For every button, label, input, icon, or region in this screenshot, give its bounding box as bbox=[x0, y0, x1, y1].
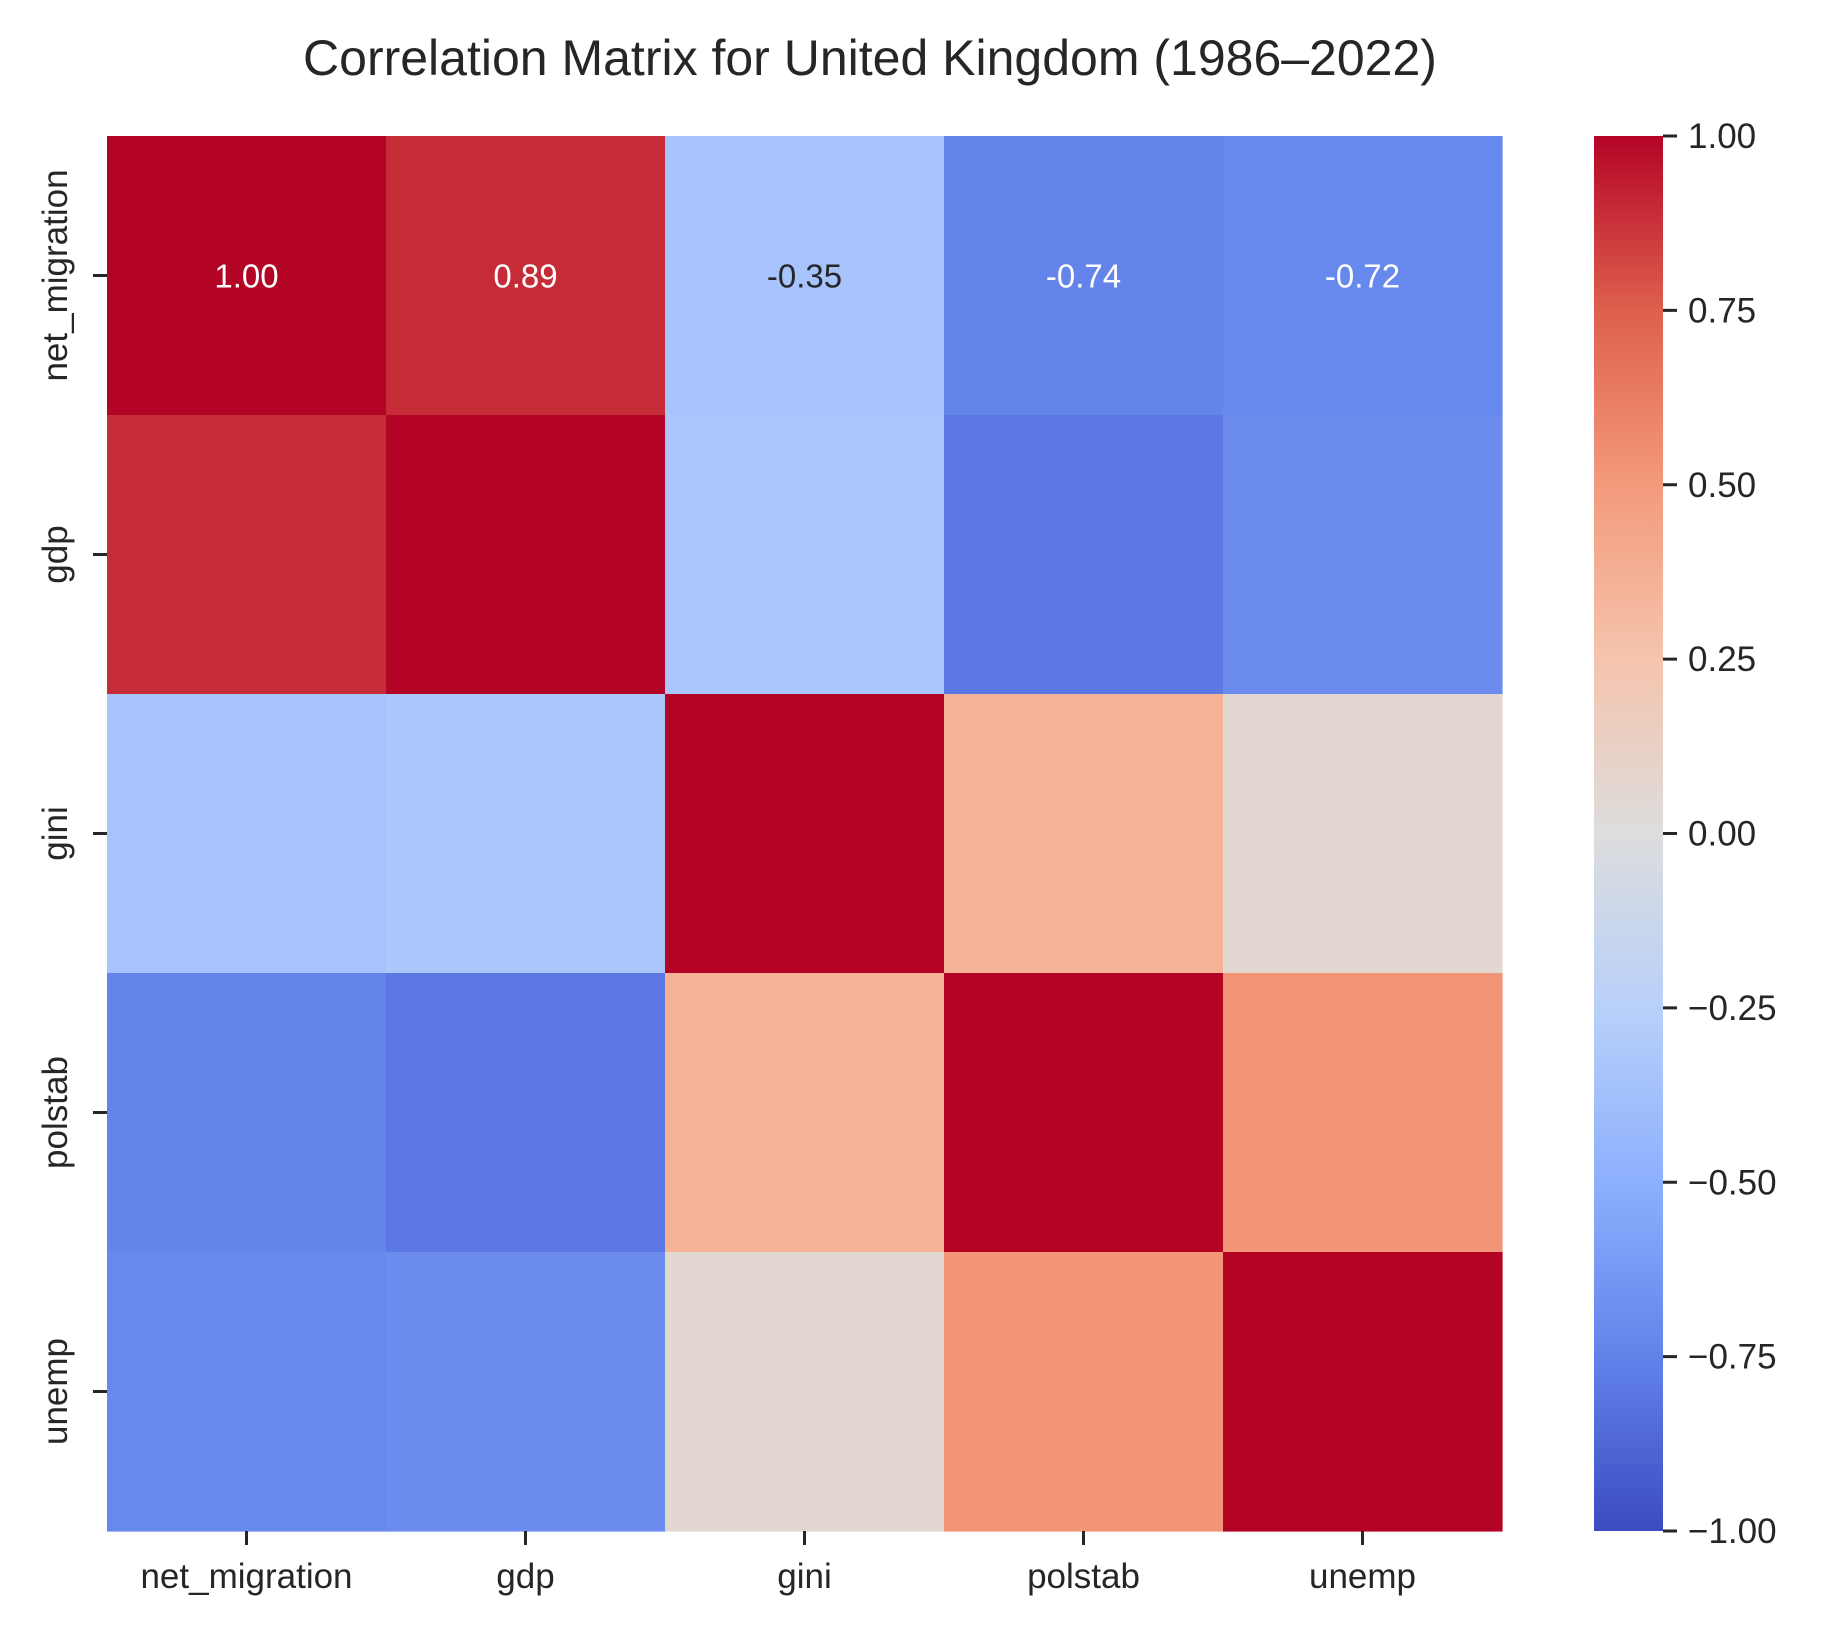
heatmap-cell-gdp-unemp bbox=[1223, 415, 1503, 695]
x-tick-label-1: gdp bbox=[496, 1557, 554, 1596]
heatmap-cell-polstab-net_migration bbox=[107, 973, 387, 1253]
y-tick-label-1: gdp bbox=[36, 525, 75, 583]
x-tick-label-0: net_migration bbox=[140, 1557, 352, 1596]
y-tick-label-3: polstab bbox=[36, 1056, 75, 1169]
heatmap-cell-gini-net_migration bbox=[107, 694, 387, 974]
heatmap-cell-polstab-gdp bbox=[386, 973, 666, 1253]
cell-annotation-1: 0.89 bbox=[493, 258, 557, 295]
heatmap-cell-gini-unemp bbox=[1223, 694, 1503, 974]
colorbar-tick-label-0: 1.00 bbox=[1688, 117, 1756, 156]
heatmap-cell-unemp-unemp bbox=[1223, 1252, 1503, 1532]
heatmap-cell-unemp-gini bbox=[665, 1252, 945, 1532]
heatmap-cell-unemp-net_migration bbox=[107, 1252, 387, 1532]
colorbar-tick-label-4: 0.00 bbox=[1688, 815, 1756, 854]
colorbar-tick-label-2: 0.50 bbox=[1688, 466, 1756, 505]
colorbar: 1.00 0.75 0.50 0.25 0.00 −0.25 −0.50 −0.75 −1.00 bbox=[1594, 117, 1777, 1551]
y-tick-label-4: unemp bbox=[36, 1338, 75, 1445]
colorbar-tick-label-5: −0.25 bbox=[1688, 989, 1777, 1028]
cell-annotation-0: 1.00 bbox=[214, 258, 278, 295]
x-tick-label-3: polstab bbox=[1027, 1557, 1140, 1596]
heatmap-cell-gdp-gdp bbox=[386, 415, 666, 695]
cell-annotation-2: -0.35 bbox=[767, 258, 842, 295]
heatmap-cell-polstab-gini bbox=[665, 973, 945, 1253]
x-axis: net_migration gdp gini polstab unemp bbox=[140, 1531, 1416, 1596]
heatmap-cell-unemp-polstab bbox=[944, 1252, 1224, 1532]
heatmap-cell-net_migration-unemp bbox=[1223, 136, 1503, 416]
cell-annotation-3: -0.74 bbox=[1046, 258, 1121, 295]
heatmap-cell-net_migration-gini bbox=[665, 136, 945, 416]
colorbar-gradient bbox=[1594, 136, 1663, 1531]
colorbar-tick-label-6: −0.50 bbox=[1688, 1163, 1777, 1202]
y-tick-label-2: gini bbox=[36, 806, 75, 860]
colorbar-tick-label-3: 0.25 bbox=[1688, 640, 1756, 679]
heatmap-cell-gini-gdp bbox=[386, 694, 666, 974]
heatmap-cell-gini-polstab bbox=[944, 694, 1224, 974]
heatmap-cell-gdp-net_migration bbox=[107, 415, 387, 695]
heatmap-cell-polstab-polstab bbox=[944, 973, 1224, 1253]
heatmap-cell-gdp-polstab bbox=[944, 415, 1224, 695]
heatmap-cells bbox=[107, 136, 1503, 1532]
heatmap-cell-net_migration-net_migration bbox=[107, 136, 387, 416]
chart-title: Correlation Matrix for United Kingdom (1… bbox=[303, 30, 1437, 86]
colorbar-tick-label-1: 0.75 bbox=[1688, 291, 1756, 330]
heatmap-cell-unemp-gdp bbox=[386, 1252, 666, 1532]
colorbar-tick-label-8: −1.00 bbox=[1688, 1512, 1777, 1551]
x-tick-label-4: unemp bbox=[1309, 1557, 1416, 1596]
heatmap-cell-net_migration-gdp bbox=[386, 136, 666, 416]
x-tick-label-2: gini bbox=[777, 1557, 831, 1596]
heatmap-cell-gini-gini bbox=[665, 694, 945, 974]
cell-annotations: 1.00 0.89 -0.35 -0.74 -0.72 bbox=[214, 258, 1400, 295]
y-tick-label-0: net_migration bbox=[36, 169, 75, 381]
colorbar-tick-label-7: −0.75 bbox=[1688, 1338, 1777, 1377]
heatmap-cell-gdp-gini bbox=[665, 415, 945, 695]
heatmap-cell-net_migration-polstab bbox=[944, 136, 1224, 416]
heatmap-cell-polstab-unemp bbox=[1223, 973, 1503, 1253]
cell-annotation-4: -0.72 bbox=[1325, 258, 1400, 295]
